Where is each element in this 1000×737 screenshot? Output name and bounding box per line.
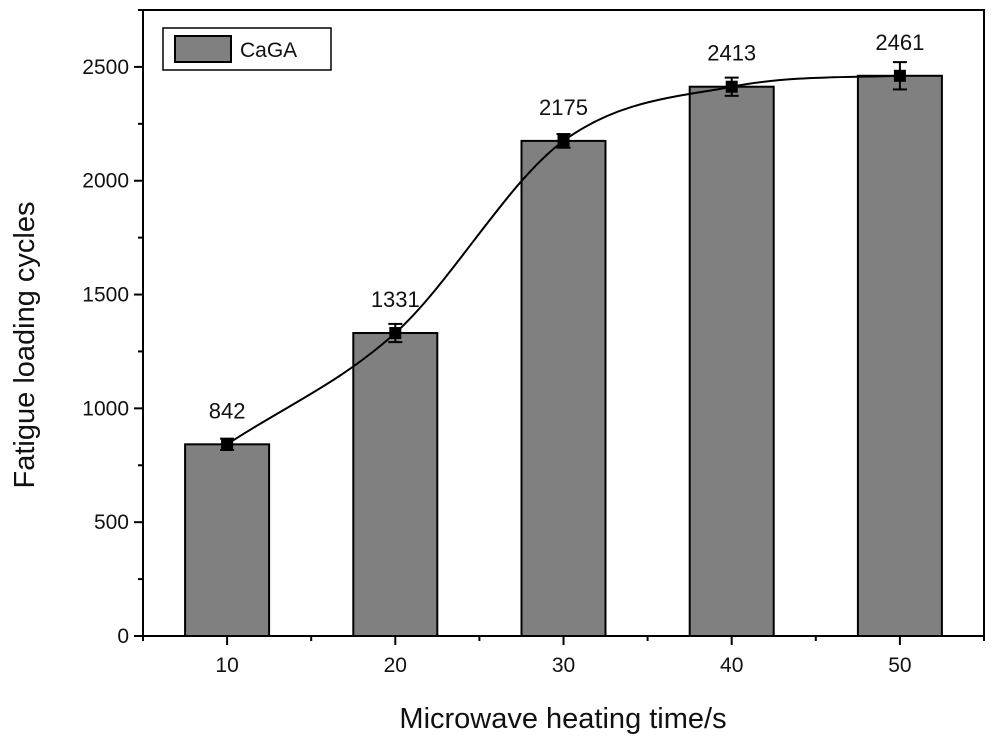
y-tick-label-2500: 2500 xyxy=(82,56,129,79)
value-label-20: 1331 xyxy=(371,287,420,312)
y-axis: 0 500 1000 1500 2000 2500 xyxy=(82,9,143,648)
value-label-50: 2461 xyxy=(875,30,924,55)
bars-group xyxy=(184,74,943,638)
y-tick-label-1000: 1000 xyxy=(82,397,129,420)
x-tick-label-40: 40 xyxy=(720,654,743,677)
legend-label: CaGA xyxy=(240,39,297,62)
x-axis: 10 20 30 40 50 xyxy=(142,636,985,677)
y-axis-title: Fatigue loading cycles xyxy=(9,202,41,489)
bar-30 xyxy=(520,139,607,638)
bar-40 xyxy=(688,85,775,638)
y-tick-label-0: 0 xyxy=(117,625,129,648)
x-tick-label-50: 50 xyxy=(888,654,911,677)
x-tick-label-10: 10 xyxy=(215,654,238,677)
bar-20 xyxy=(352,332,439,637)
y-tick-label-2000: 2000 xyxy=(82,170,129,193)
bar-50 xyxy=(856,74,943,637)
value-labels-group: 842 1331 2175 2413 2461 xyxy=(209,30,925,424)
x-axis-title: Microwave heating time/s xyxy=(399,703,726,735)
x-tick-label-20: 20 xyxy=(384,654,407,677)
y-tick-label-1500: 1500 xyxy=(82,284,129,307)
legend-swatch xyxy=(174,35,232,63)
value-label-10: 842 xyxy=(209,398,246,423)
value-label-30: 2175 xyxy=(539,95,588,120)
legend: CaGA xyxy=(162,27,332,71)
y-tick-label-500: 500 xyxy=(94,511,129,534)
bar-10 xyxy=(184,443,271,637)
x-tick-label-30: 30 xyxy=(552,654,575,677)
value-label-40: 2413 xyxy=(707,41,756,66)
fit-curve xyxy=(226,74,900,446)
